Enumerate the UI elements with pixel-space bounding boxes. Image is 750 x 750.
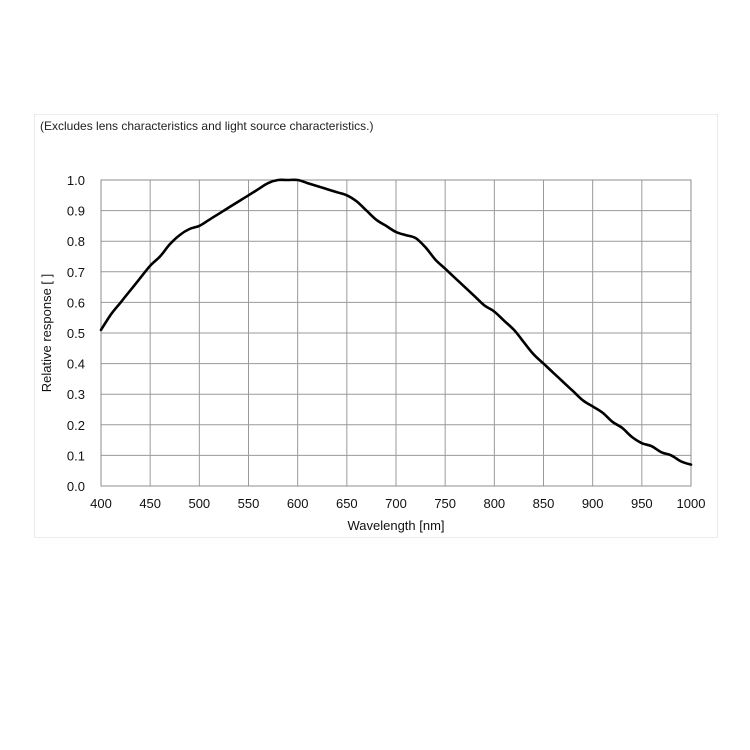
x-tick-label: 900: [582, 496, 604, 511]
x-tick-label: 700: [385, 496, 407, 511]
x-tick-label: 450: [139, 496, 161, 511]
x-tick-label: 1000: [677, 496, 706, 511]
y-tick-label: 0.0: [67, 479, 85, 494]
y-tick-label: 0.2: [67, 418, 85, 433]
y-tick-label: 0.3: [67, 387, 85, 402]
y-tick-label: 0.1: [67, 448, 85, 463]
x-tick-label: 850: [533, 496, 555, 511]
x-tick-label: 600: [287, 496, 309, 511]
x-tick-label: 650: [336, 496, 358, 511]
y-tick-label: 0.7: [67, 265, 85, 280]
y-tick-label: 0.6: [67, 295, 85, 310]
y-tick-label: 0.9: [67, 204, 85, 219]
grid: [100, 179, 692, 487]
x-tick-label: 800: [483, 496, 505, 511]
y-tick-label: 0.5: [67, 326, 85, 341]
y-tick-label: 0.8: [67, 234, 85, 249]
chart-note: (Excludes lens characteristics and light…: [40, 119, 374, 133]
plot-area: [100, 179, 692, 487]
y-axis: 0.0 0.1 0.2 0.3 0.4 0.5 0.6 0.7 0.8 0.9 1.0: [67, 173, 85, 494]
x-axis: 400 450 500 550 600 650 700 750 800 850 900 950 1000: [90, 496, 705, 511]
x-axis-label: Wavelength [nm]: [347, 518, 444, 533]
y-tick-label: 1.0: [67, 173, 85, 188]
x-tick-label: 500: [188, 496, 210, 511]
y-tick-label: 0.4: [67, 357, 85, 372]
x-tick-label: 400: [90, 496, 112, 511]
x-tick-label: 750: [434, 496, 456, 511]
x-tick-label: 550: [238, 496, 260, 511]
x-tick-label: 950: [631, 496, 653, 511]
chart-frame: [34, 114, 718, 538]
series-line: [99, 178, 693, 466]
y-axis-label: Relative response [ ]: [39, 274, 54, 393]
